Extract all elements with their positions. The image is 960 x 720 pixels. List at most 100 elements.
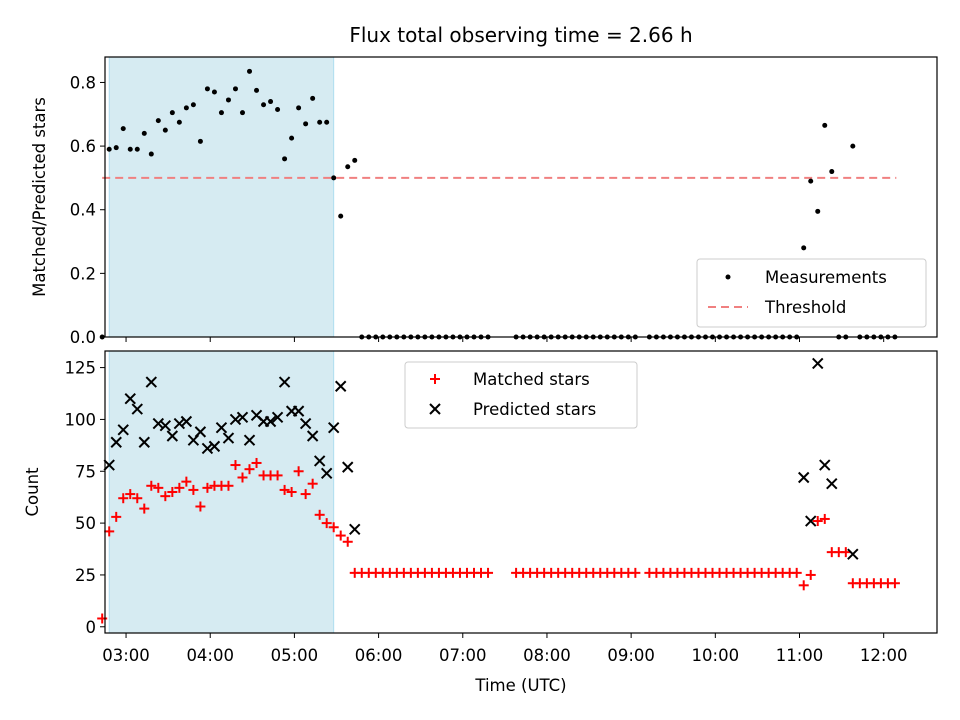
y-tick-label: 0.6 xyxy=(70,137,96,156)
data-point xyxy=(237,472,248,483)
data-point xyxy=(278,376,291,388)
data-point xyxy=(338,213,344,219)
data-point xyxy=(239,110,245,116)
data-point xyxy=(272,470,283,481)
y-tick-label: 0.2 xyxy=(70,264,96,283)
data-point xyxy=(306,430,319,442)
y-tick-label: 0.8 xyxy=(70,73,96,92)
data-point xyxy=(271,411,284,424)
data-point xyxy=(798,580,809,591)
data-point xyxy=(889,578,900,589)
data-point xyxy=(243,434,256,446)
legend-predicted-marker xyxy=(429,403,441,415)
data-point xyxy=(327,422,340,434)
x-tick-label: 09:00 xyxy=(607,646,655,665)
data-point xyxy=(167,487,178,497)
data-point xyxy=(805,569,816,580)
data-point xyxy=(153,482,164,493)
data-point xyxy=(321,518,332,529)
top-legend: Measurements Threshold xyxy=(696,258,927,328)
legend-plus-glyph xyxy=(430,374,440,384)
data-point xyxy=(195,501,206,512)
top-y-ticks: 0.0 0.2 0.4 0.6 0.8 xyxy=(70,73,105,347)
y-tick-label: 25 xyxy=(75,566,96,585)
data-point xyxy=(801,245,807,251)
data-point xyxy=(139,503,150,514)
data-point xyxy=(173,417,186,430)
data-point xyxy=(847,548,859,560)
data-point xyxy=(251,457,262,468)
data-point xyxy=(307,478,318,489)
data-point xyxy=(296,105,302,111)
data-point xyxy=(211,89,217,95)
y-tick-label: 50 xyxy=(75,514,96,533)
predicted-stars-points xyxy=(103,357,859,560)
data-point xyxy=(110,436,122,448)
data-point xyxy=(268,99,274,105)
data-point xyxy=(159,419,172,432)
data-point xyxy=(174,482,185,493)
data-point xyxy=(236,411,249,424)
data-point xyxy=(812,516,823,527)
data-point xyxy=(155,118,161,124)
bottom-y-axis-label: Count xyxy=(23,467,42,517)
data-point xyxy=(204,86,210,92)
data-point xyxy=(254,87,260,93)
x-tick-label: 07:00 xyxy=(439,646,487,665)
data-point xyxy=(342,461,354,473)
top-legend-box xyxy=(696,258,927,328)
data-point xyxy=(223,480,234,491)
data-point xyxy=(815,208,821,214)
data-point xyxy=(819,513,830,524)
top-y-axis-label: Matched/Predicted stars xyxy=(30,97,49,297)
data-point xyxy=(141,130,147,136)
data-point xyxy=(97,613,108,624)
data-point xyxy=(230,460,241,471)
data-point xyxy=(152,417,165,430)
data-point xyxy=(483,567,494,578)
data-point xyxy=(208,440,221,453)
top-panel-frame xyxy=(104,56,938,338)
data-point xyxy=(331,175,337,181)
data-point xyxy=(819,459,831,471)
data-point xyxy=(264,415,277,428)
data-point xyxy=(229,413,242,426)
data-point xyxy=(279,484,290,495)
data-point xyxy=(310,95,316,101)
data-point xyxy=(317,119,323,125)
data-point xyxy=(798,471,810,484)
y-tick-label: 0 xyxy=(86,618,97,637)
data-point xyxy=(162,127,168,133)
y-tick-label: 100 xyxy=(65,410,97,429)
data-point xyxy=(131,403,143,415)
count-series xyxy=(97,357,900,624)
legend-measurements-label: Measurements xyxy=(765,268,887,287)
data-point xyxy=(812,357,824,370)
data-point xyxy=(292,405,305,417)
data-point xyxy=(106,146,112,152)
data-point xyxy=(829,169,835,175)
data-point xyxy=(166,430,179,442)
y-tick-label: 0.0 xyxy=(70,328,96,347)
bottom-legend-box xyxy=(404,361,638,429)
data-point xyxy=(261,102,267,108)
data-point xyxy=(160,491,171,502)
data-point xyxy=(275,107,281,112)
data-point xyxy=(335,530,346,541)
data-point xyxy=(247,68,253,74)
x-tick-label: 11:00 xyxy=(776,646,824,665)
data-point xyxy=(117,424,129,436)
data-point xyxy=(215,422,228,434)
data-point xyxy=(201,442,214,455)
data-point xyxy=(282,156,288,162)
x-tick-label: 05:00 xyxy=(271,646,319,665)
data-point xyxy=(104,526,115,537)
data-point xyxy=(850,143,856,149)
top-panel-highlight xyxy=(108,56,335,338)
data-point xyxy=(335,380,347,392)
data-point xyxy=(180,415,193,428)
data-point xyxy=(314,509,325,520)
data-point xyxy=(286,487,297,497)
data-point xyxy=(111,511,122,522)
legend-matched-marker xyxy=(430,374,440,384)
